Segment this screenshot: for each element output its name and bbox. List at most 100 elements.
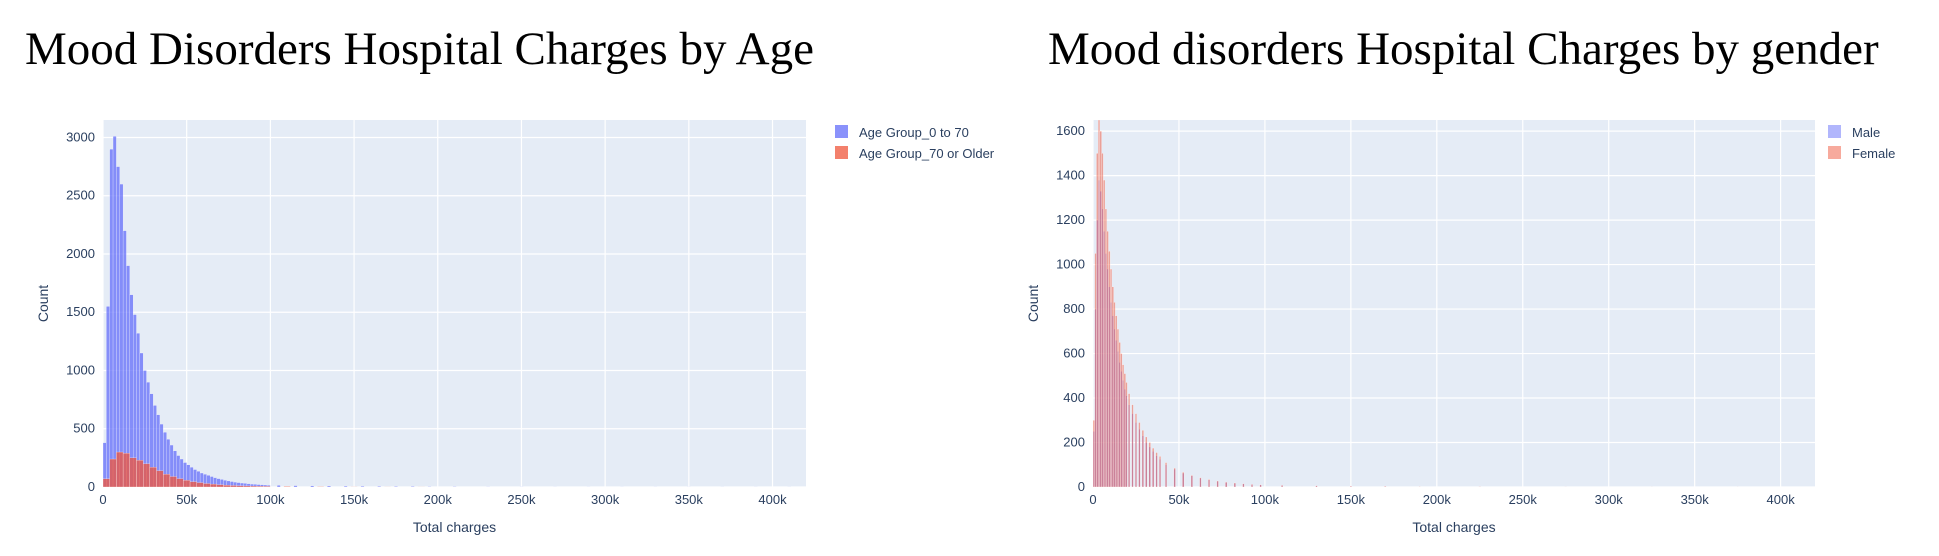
histogram-bar[interactable] [109,149,114,488]
histogram-bar[interactable] [163,474,171,488]
histogram-bar[interactable] [1281,485,1284,488]
y-tick-label: 2500 [66,188,95,203]
histogram-bar[interactable] [1145,436,1148,488]
histogram-bar[interactable] [1242,483,1245,488]
histogram-bar[interactable] [1259,484,1262,488]
histogram-bar[interactable] [183,480,191,488]
histogram-bar[interactable] [1199,477,1202,488]
legend-swatch[interactable] [1828,125,1841,138]
histogram-bar[interactable] [143,463,150,488]
histogram-bar[interactable] [109,458,117,488]
histogram-bar[interactable] [256,486,264,488]
histogram-bar[interactable] [1098,119,1101,488]
legend-swatch[interactable] [835,146,848,159]
histogram-bar[interactable] [263,486,271,488]
histogram-bar[interactable] [1104,208,1107,488]
histogram-bar[interactable] [327,485,331,488]
histogram-bar[interactable] [360,486,365,488]
histogram-bar[interactable] [129,457,137,488]
histogram-bar[interactable] [1148,442,1151,488]
histogram-bar[interactable] [119,183,124,488]
histogram-bar[interactable] [293,485,298,488]
legend-label[interactable]: Age Group_70 or Older [859,146,995,161]
histogram-bar[interactable] [1099,130,1102,488]
histogram-bar[interactable] [1120,353,1123,488]
histogram-bar[interactable] [1115,315,1118,488]
legend-label[interactable]: Female [1852,146,1895,161]
histogram-bar[interactable] [343,485,348,488]
histogram-bar[interactable] [243,485,251,488]
histogram-bar[interactable] [169,476,177,488]
histogram-bar[interactable] [1123,373,1126,488]
histogram-bar[interactable] [1106,231,1109,488]
histogram-bar[interactable] [136,460,144,488]
histogram-bar[interactable] [116,166,120,488]
histogram-bar[interactable] [1110,268,1113,488]
histogram-bar[interactable] [223,485,231,488]
histogram-bar[interactable] [1159,456,1162,488]
histogram-bar[interactable] [276,485,281,488]
histogram-bar[interactable] [1113,302,1116,488]
histogram-bar[interactable] [1165,462,1168,488]
legend-swatch[interactable] [835,125,848,138]
histogram-bar[interactable] [1141,430,1144,488]
series-1 [102,451,425,488]
histogram-bar[interactable] [1125,382,1128,488]
histogram-bar[interactable] [1118,342,1121,488]
histogram-bar[interactable] [377,486,381,488]
histogram-bar[interactable] [189,481,197,488]
histogram-bar[interactable] [1216,480,1219,488]
histogram-bar[interactable] [1094,253,1097,488]
histogram-bar[interactable] [196,482,204,488]
histogram-bar[interactable] [236,485,244,488]
histogram-bar[interactable] [1116,328,1119,488]
histogram-bar[interactable] [1103,179,1106,488]
histogram-bar[interactable] [122,230,127,488]
histogram-bar[interactable] [1108,251,1111,488]
histogram-bar[interactable] [1155,452,1158,488]
y-tick-label: 1000 [66,362,95,377]
histogram-bar[interactable] [250,485,258,488]
histogram-bar[interactable] [1152,447,1155,488]
y-axis-title: Count [35,285,51,322]
histogram-bar[interactable] [1315,485,1318,488]
histogram-bar[interactable] [1233,482,1236,488]
histogram-bar[interactable] [410,486,415,488]
histogram-bar[interactable] [1122,364,1125,488]
histogram-bar[interactable] [106,306,110,488]
legend-label[interactable]: Male [1852,125,1880,140]
histogram-bar[interactable] [1131,404,1134,488]
histogram-bar[interactable] [149,467,157,488]
histogram-bar[interactable] [1182,472,1185,488]
histogram-bar[interactable] [1384,486,1387,488]
histogram-bar[interactable] [209,483,217,488]
histogram-bar[interactable] [283,486,291,488]
histogram-bar[interactable] [176,478,184,488]
histogram-bar[interactable] [1208,479,1211,488]
histogram-bar[interactable] [394,486,398,488]
histogram-bar[interactable] [1092,420,1095,488]
histogram-bar[interactable] [1134,413,1137,488]
histogram-bar[interactable] [1096,153,1099,488]
histogram-bar[interactable] [1101,153,1104,488]
legend-swatch[interactable] [1828,146,1841,159]
histogram-bar[interactable] [116,451,124,488]
histogram-bar[interactable] [112,136,117,488]
histogram-bar[interactable] [1128,393,1131,488]
histogram-bar[interactable] [1190,475,1193,488]
histogram-bar[interactable] [1225,481,1228,488]
y-tick-label: 400 [1063,390,1085,405]
histogram-bar[interactable] [310,485,315,488]
histogram-bar[interactable] [1173,467,1176,488]
histogram-bar[interactable] [102,478,110,488]
histogram-bar[interactable] [1349,485,1352,488]
histogram-bar[interactable] [216,484,224,488]
histogram-bar[interactable] [1251,484,1253,488]
legend-label[interactable]: Age Group_0 to 70 [859,125,969,140]
histogram-bar[interactable] [1111,286,1114,488]
histogram-bar[interactable] [230,485,238,488]
histogram-bar[interactable] [122,453,130,488]
histogram-bar[interactable] [156,470,164,488]
histogram-bar[interactable] [203,483,211,488]
histogram-bar[interactable] [1138,422,1141,488]
